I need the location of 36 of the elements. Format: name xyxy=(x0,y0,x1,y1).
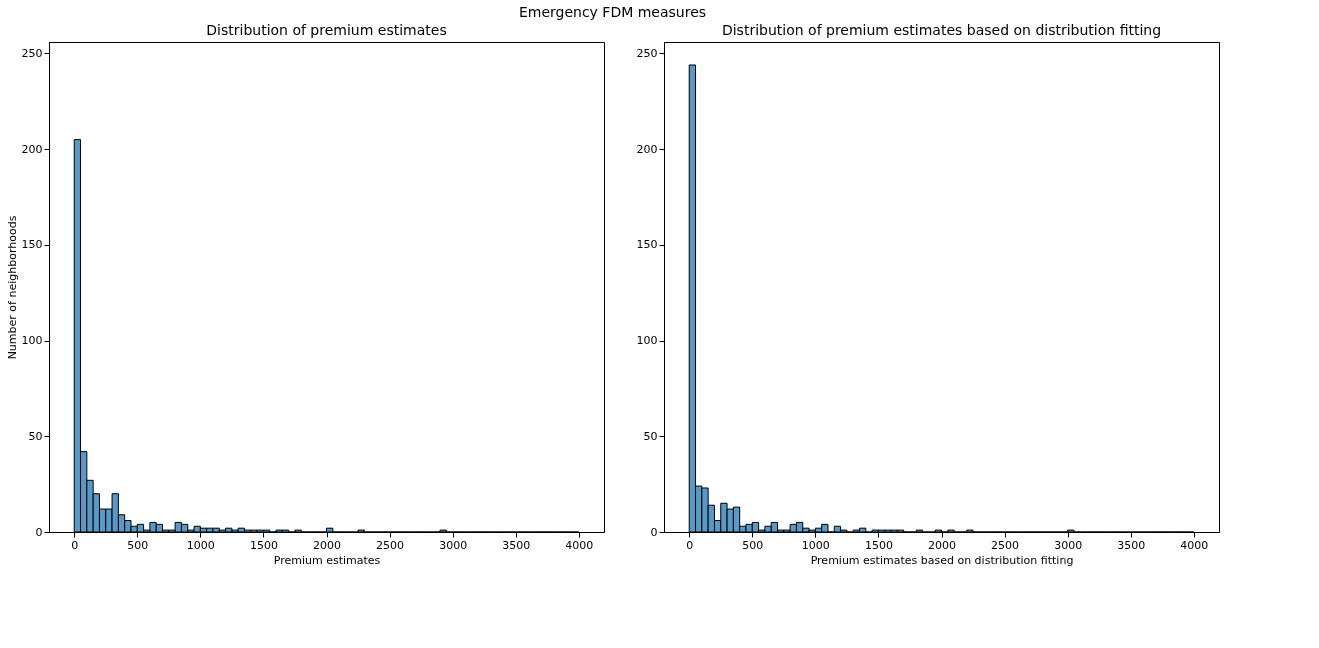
y-tick-label: 50 xyxy=(28,429,43,443)
x-tick-label: 4000 xyxy=(1180,538,1209,552)
chart-title: Distribution of premium estimates xyxy=(206,22,447,38)
x-tick-label: 2000 xyxy=(313,538,341,552)
y-tick-label: 250 xyxy=(21,46,43,60)
x-axis-title: Premium estimates based on distribution fitting xyxy=(810,553,1074,567)
y-tick-label: 200 xyxy=(21,142,43,156)
x-tick-label: 2500 xyxy=(991,538,1020,552)
chart-title: Distribution of premium estimates based on distribution fitting xyxy=(721,22,1162,38)
text: Emergency FDM measures xyxy=(518,3,707,20)
x-tick-label: 0 xyxy=(71,538,79,552)
y-tick-label: 150 xyxy=(21,238,43,252)
y-tick-label: 100 xyxy=(21,334,43,348)
x-tick-label: 0 xyxy=(686,538,694,552)
y-tick-label: 0 xyxy=(35,525,43,539)
y-tick-label: 0 xyxy=(650,525,658,539)
x-tick-label: 1000 xyxy=(801,538,830,552)
y-tick-label: 50 xyxy=(643,429,658,443)
x-tick-label: 500 xyxy=(127,538,149,552)
y-axis-title: Number of neighborhoods xyxy=(5,215,19,360)
x-tick-label: 3000 xyxy=(439,538,468,552)
x-tick-label: 2000 xyxy=(928,538,956,552)
x-axis-title: Premium estimates xyxy=(273,553,381,567)
x-tick-label: 1500 xyxy=(864,538,893,552)
x-tick-label: 3500 xyxy=(1117,538,1146,552)
x-tick-label: 500 xyxy=(742,538,764,552)
x-tick-label: 1500 xyxy=(249,538,278,552)
y-tick-label: 200 xyxy=(636,142,658,156)
x-tick-label: 4000 xyxy=(565,538,594,552)
x-tick-label: 3500 xyxy=(502,538,531,552)
x-tick-label: 3000 xyxy=(1054,538,1083,552)
y-tick-label: 100 xyxy=(636,334,658,348)
y-tick-label: 250 xyxy=(636,46,658,60)
x-tick-label: 1000 xyxy=(186,538,215,552)
x-tick-label: 2500 xyxy=(376,538,405,552)
y-tick-label: 150 xyxy=(636,238,658,252)
